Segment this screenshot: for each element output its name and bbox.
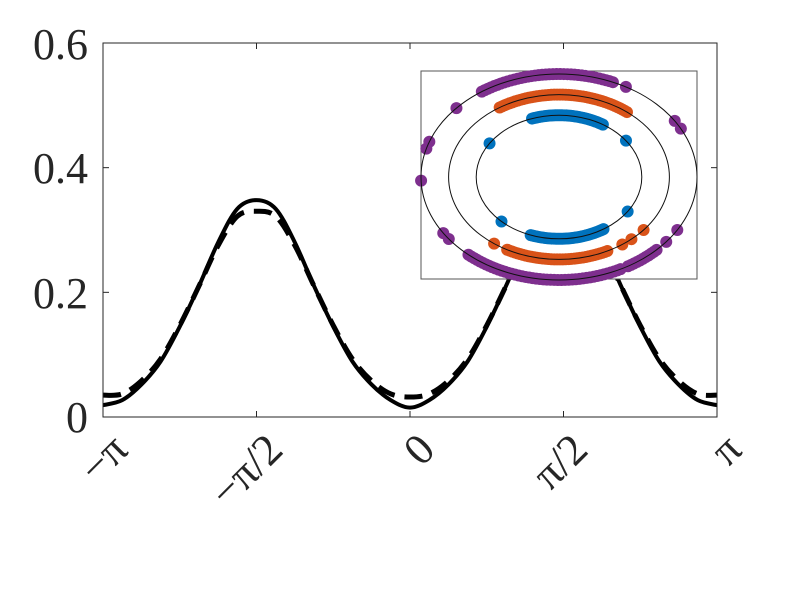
inset-ellipse-plot — [415, 68, 698, 286]
x-tick-label: −π/2 — [200, 424, 292, 516]
inset-ellipse-middle — [448, 94, 670, 260]
x-tick-label: π/2 — [523, 424, 598, 499]
axis-ticks — [102, 42, 718, 418]
x-tick-labels: −π −π/2 0 π/2 π — [69, 424, 751, 516]
inset-ellipse-inner — [475, 114, 643, 240]
y-tick-label: 0.2 — [33, 269, 88, 318]
y-tick-labels: 0 0.2 0.4 0.6 — [33, 20, 88, 442]
x-tick-label: π — [701, 424, 751, 474]
y-tick-label: 0.4 — [33, 144, 88, 193]
y-tick-label: 0 — [66, 393, 88, 442]
inset-rings — [420, 73, 698, 281]
y-tick-label: 0.6 — [33, 20, 88, 69]
inset-ellipse-outer — [420, 73, 698, 281]
x-tick-label: 0 — [394, 424, 444, 474]
